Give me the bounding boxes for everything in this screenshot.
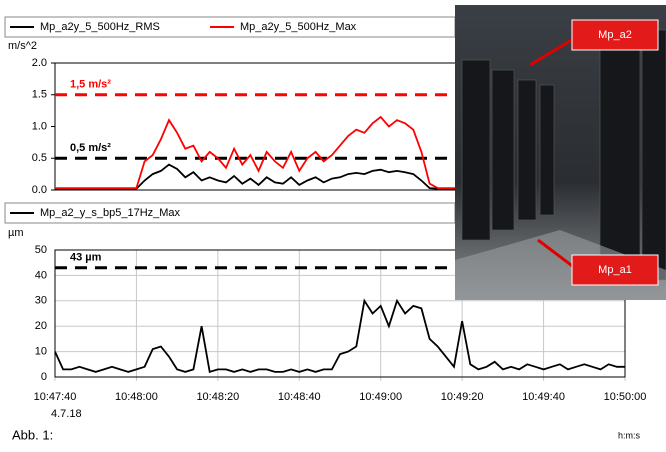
x-tick-label: 10:49:40	[522, 391, 565, 403]
rack	[600, 50, 640, 260]
rack	[518, 80, 536, 220]
y-tick-label: 20	[35, 320, 47, 332]
x-tick-label: 10:48:00	[115, 391, 158, 403]
photo: Mp_a2 Mp_a1	[455, 5, 666, 300]
reference-label: 0,5 m/s²	[70, 142, 111, 154]
y-tick-label: 0.0	[32, 184, 47, 196]
callout-label: Mp_a1	[598, 264, 632, 276]
legend-label: Mp_a2y_5_500Hz_RMS	[40, 21, 160, 33]
x-axis-label: h:m:s	[618, 430, 641, 440]
y-tick-label: 2.0	[32, 57, 47, 69]
y-unit: µm	[8, 227, 24, 239]
rack	[642, 30, 666, 280]
chart: Abb. 1: m/s^2 0.0 0.5 1.0 1.5 2.0 1,5 m/s² 0,5 …	[0, 0, 666, 447]
y-tick-label: 1.0	[32, 120, 47, 132]
rack	[462, 60, 490, 240]
x-tick-label: 10:48:40	[278, 391, 321, 403]
caption: Abb. 1:	[12, 427, 53, 442]
x-tick-label: 10:50:00	[604, 391, 647, 403]
y-tick-label: 30	[35, 295, 47, 307]
y-tick-label: 50	[35, 244, 47, 256]
rack	[492, 70, 514, 230]
y-tick-label: 10	[35, 346, 47, 358]
legend-label: Mp_a2_y_s_bp5_17Hz_Max	[40, 207, 181, 219]
date-label: 4.7.18	[51, 408, 82, 420]
x-tick-label: 10:49:00	[359, 391, 402, 403]
legend-label: Mp_a2y_5_500Hz_Max	[240, 21, 357, 33]
x-tick-label: 10:47:40	[34, 391, 77, 403]
rack	[540, 85, 554, 215]
data-line	[55, 301, 625, 372]
x-tick-label: 10:48:20	[196, 391, 239, 403]
y-tick-label: 40	[35, 269, 47, 281]
y-unit: m/s^2	[8, 40, 37, 52]
callout-label: Mp_a2	[598, 29, 632, 41]
reference-label: 43 µm	[70, 252, 102, 264]
reference-label: 1,5 m/s²	[70, 79, 111, 91]
y-tick-label: 0.5	[32, 152, 47, 164]
y-tick-label: 0	[41, 371, 47, 383]
x-tick-label: 10:49:20	[441, 391, 484, 403]
y-tick-label: 1.5	[32, 89, 47, 101]
